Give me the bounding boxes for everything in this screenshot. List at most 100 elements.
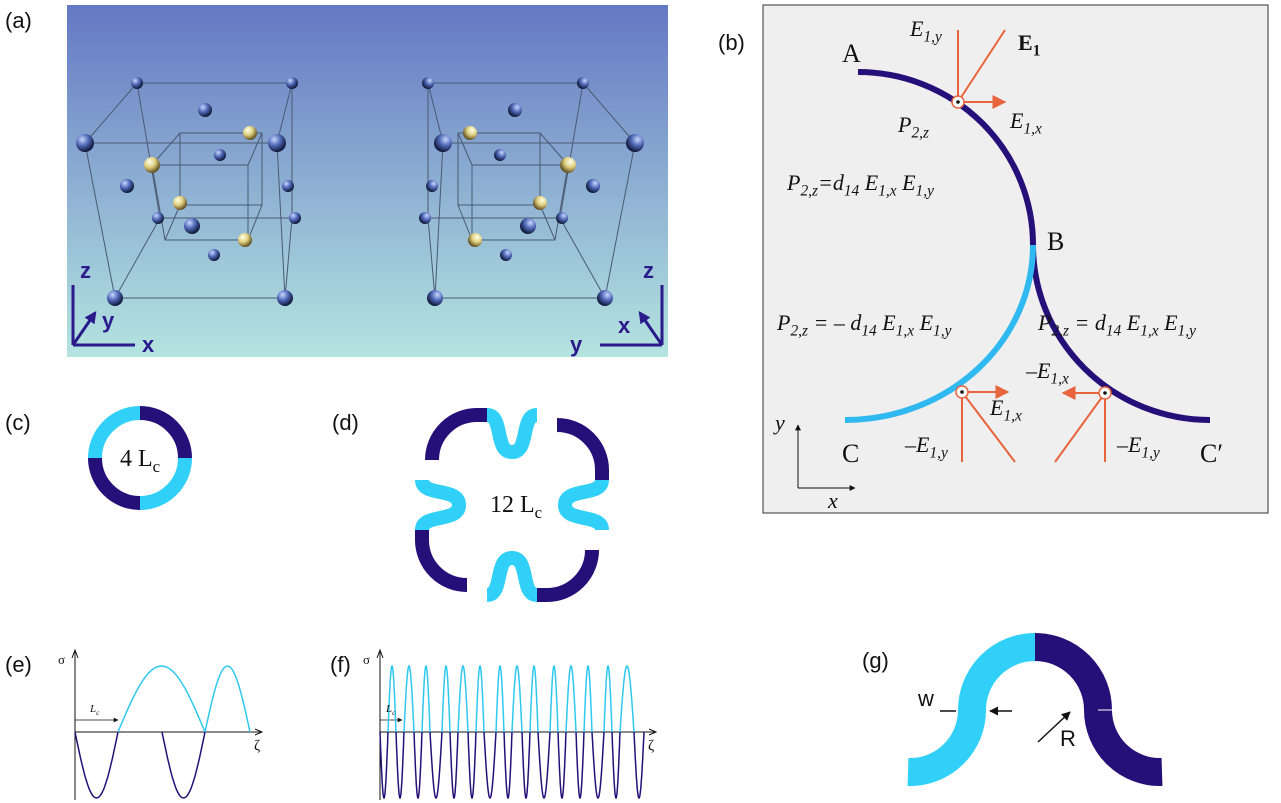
subscript: 14 [844,183,860,200]
text-part: P [897,112,911,137]
body: (a) (b) (c) (d) (e) (f) (g) z y x z x y … [0,0,1281,803]
positive-lobe [205,666,250,732]
text-part: L [89,703,96,715]
subscript: 2,z [800,183,818,200]
subscript: 2,z [911,125,929,142]
text-part: E [989,395,1004,420]
negative-lobe [162,732,205,798]
negative-lobe [380,732,388,798]
panel-label: (a) [5,8,32,33]
subscript: c [96,708,100,717]
subscript: 1,y [916,183,935,200]
render-background [67,5,668,357]
x-axis-label: ζ [254,738,260,754]
text-part: E [1018,30,1033,55]
text-part: –E [904,432,930,457]
negative-lobe [450,732,458,798]
period-label: Lc​ [89,703,100,717]
negative-lobe [634,732,644,798]
panel-label: (e) [5,652,32,677]
point-label: C [842,439,859,468]
subscript: 2,z [790,323,808,340]
positive-lobe [118,666,205,732]
axis-label: x [618,313,631,338]
negative-lobe [612,732,620,798]
panel-label: (b) [718,30,745,55]
radius-label: R [1060,726,1076,751]
text-part: E [1009,108,1024,133]
panel-label: (f) [330,652,351,677]
axis-arrow [377,650,656,735]
axis-label: x [142,332,155,357]
panel-label: (g) [862,648,889,673]
axis-label: x [827,488,838,513]
page: {"panel_labels": ["(a)", "(b)", "(c)", "… [0,0,1281,803]
point-label: A [842,39,861,68]
negative-lobe [75,732,118,798]
plot-e [72,650,262,800]
negative-lobe [414,732,422,798]
panel-label: (d) [332,410,359,435]
text-part: E [877,310,897,335]
axis-label: z [80,258,91,283]
text-part: = – d [808,310,862,335]
text-part: E [1121,310,1141,335]
subscript: 1,y [1141,445,1160,462]
positive-lobe [442,666,450,732]
subscript: 1,x [1003,408,1022,425]
subscript: 14 [1106,323,1122,340]
negative-lobe [504,732,512,798]
positive-lobe [604,666,612,732]
positive-lobe [476,666,484,732]
text-part: E [859,170,879,195]
ring-label: 4 Lc​ [120,446,160,476]
negative-lobe [558,732,566,798]
point-label: B [1047,227,1064,256]
axis-label: y [570,332,583,357]
axis-label: z [643,258,654,283]
axis-arrow [72,650,262,735]
text-part: = d [1069,310,1107,335]
positive-lobe [512,666,522,732]
negative-lobe [576,732,584,798]
negative-lobe [396,732,404,798]
x-axis-label: ζ [648,738,654,754]
text-part: E [909,16,924,41]
positive-lobe [496,666,504,732]
positive-lobe [620,666,634,732]
subscript: 1,y [929,445,948,462]
text-part: –E [1025,358,1051,383]
positive-lobe [458,666,468,732]
subscript: c [153,457,160,476]
point-label: C′ [1200,439,1223,468]
cloverleaf-label: 12 Lc​ [490,492,542,522]
subscript: 14 [861,323,877,340]
subscript: 2,z [1051,323,1069,340]
text-part: E [1159,310,1179,335]
text-part: E [914,310,934,335]
cloverleaf-side [487,550,592,595]
subscript: 1,x [896,323,915,340]
positive-lobe [584,666,592,732]
negative-lobe [592,732,604,798]
y-axis-label: σ [58,652,65,667]
positive-lobe [404,666,414,732]
subscript: 1,y [933,323,952,340]
width-label: w [917,686,934,711]
text-part: L [385,703,392,715]
plot-f [377,650,656,800]
text-part: =d [818,170,845,195]
positive-lobe [530,666,538,732]
text-part: –E [1116,432,1142,457]
text-part: 4 L [120,446,153,472]
cloverleaf-side [422,480,467,585]
panel-b-box [763,5,1268,513]
subscript: c [535,503,542,522]
positive-lobe [566,666,576,732]
positive-lobe [388,666,396,732]
negative-lobe [522,732,530,798]
text-part: E [897,170,917,195]
axis-label: y [102,308,115,333]
negative-lobe [484,732,496,798]
subscript: c [392,708,396,717]
